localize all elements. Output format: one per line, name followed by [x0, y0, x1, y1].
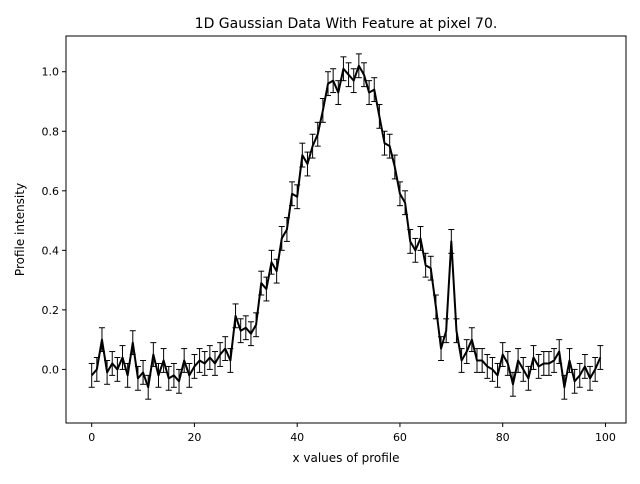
chart-title: 1D Gaussian Data With Feature at pixel 7… [195, 16, 498, 32]
x-tick-label: 60 [393, 431, 407, 444]
y-tick-label: 1.0 [42, 66, 60, 79]
y-tick-label: 0.8 [42, 125, 60, 138]
x-tick-label: 80 [496, 431, 510, 444]
plot-layer [88, 53, 604, 400]
x-tick-label: 20 [187, 431, 201, 444]
y-axis-ticks: 0.0 0.2 0.4 0.6 0.8 1.0 [42, 66, 66, 376]
y-axis-label: Profile intensity [13, 183, 27, 276]
y-tick-label: 0.4 [42, 244, 60, 257]
y-tick-label: 0.6 [42, 185, 60, 198]
axes-frame [65, 35, 627, 424]
x-axis-ticks: 0 20 40 60 80 100 [88, 423, 616, 444]
x-tick-label: 100 [595, 431, 616, 444]
x-tick-label: 0 [88, 431, 95, 444]
profile-series-line [90, 64, 602, 389]
x-tick-label: 40 [290, 431, 304, 444]
y-tick-label: 0.2 [42, 304, 60, 317]
y-tick-label: 0.0 [42, 363, 60, 376]
x-axis-label: x values of profile [292, 451, 399, 465]
